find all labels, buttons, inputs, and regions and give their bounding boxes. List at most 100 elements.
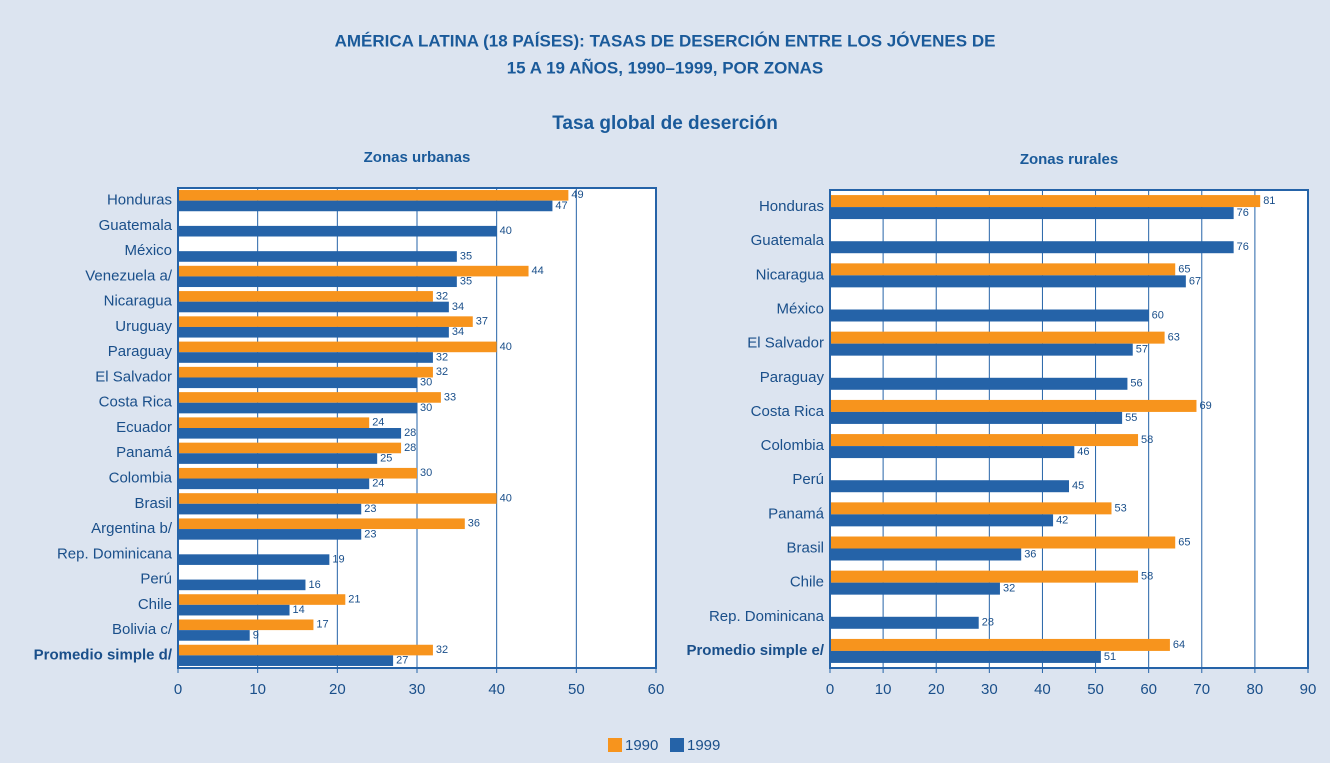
bar — [178, 529, 362, 540]
y-tick-label: El Salvador — [747, 335, 824, 352]
bar — [830, 309, 1149, 322]
value-label: 24 — [372, 478, 384, 490]
y-tick-label: Promedio simple e/ — [686, 642, 824, 659]
value-label: 56 — [1130, 378, 1142, 390]
x-tick-label: 60 — [648, 681, 665, 698]
x-tick-label: 0 — [174, 681, 182, 698]
y-tick-label: Nicaragua — [756, 266, 825, 283]
bar — [178, 493, 497, 504]
value-label: 51 — [1104, 651, 1116, 663]
value-label: 16 — [308, 579, 320, 591]
y-tick-label: México — [124, 242, 172, 259]
bar — [178, 251, 457, 262]
value-label: 35 — [460, 250, 472, 262]
bar — [178, 301, 449, 313]
value-label: 19 — [332, 554, 344, 566]
bar — [830, 638, 1170, 651]
bar — [178, 200, 553, 212]
value-label: 81 — [1263, 195, 1275, 207]
y-tick-label: Brasil — [134, 495, 172, 512]
value-label: 34 — [452, 326, 464, 338]
bar — [178, 265, 529, 277]
bar — [178, 619, 314, 631]
bar — [830, 616, 979, 629]
y-tick-label: Panamá — [768, 505, 825, 522]
bar — [830, 377, 1128, 390]
value-label: 23 — [364, 528, 376, 540]
bar — [830, 582, 1000, 595]
value-label: 69 — [1199, 400, 1211, 412]
y-tick-label: Honduras — [107, 192, 172, 209]
bar — [830, 446, 1075, 459]
value-label: 30 — [420, 377, 432, 389]
bar — [830, 548, 1022, 561]
value-label: 76 — [1237, 241, 1249, 253]
bar — [178, 402, 417, 414]
value-label: 55 — [1125, 412, 1137, 424]
bar — [830, 650, 1101, 663]
value-label: 63 — [1168, 332, 1180, 344]
value-label: 30 — [420, 467, 432, 479]
bar — [830, 275, 1186, 288]
bar — [830, 514, 1054, 527]
value-label: 65 — [1178, 263, 1190, 275]
y-tick-label: Argentina b/ — [91, 520, 173, 537]
value-label: 36 — [468, 518, 480, 530]
value-label: 40 — [500, 492, 512, 504]
bar — [178, 377, 417, 389]
x-tick-label: 30 — [981, 681, 998, 698]
y-tick-label: Uruguay — [115, 318, 172, 335]
value-label: 42 — [1056, 514, 1068, 526]
x-tick-label: 20 — [928, 681, 945, 698]
value-label: 45 — [1072, 480, 1084, 492]
y-tick-label: Colombia — [761, 437, 825, 454]
plot-frame — [829, 189, 1309, 669]
legend-swatch — [608, 738, 622, 752]
bar — [830, 570, 1139, 583]
bar — [830, 343, 1133, 356]
bar — [178, 644, 433, 656]
bar — [178, 442, 402, 454]
value-label: 64 — [1173, 639, 1185, 651]
bar — [178, 392, 441, 403]
value-label: 34 — [452, 301, 464, 313]
value-label: 60 — [1152, 309, 1164, 321]
bar — [178, 341, 497, 353]
value-label: 33 — [444, 391, 456, 403]
plot-area — [830, 190, 1308, 668]
value-label: 44 — [532, 265, 544, 277]
y-tick-label: Venezuela a/ — [85, 267, 173, 284]
bar — [178, 276, 457, 288]
x-tick-label: 70 — [1193, 681, 1210, 698]
value-label: 36 — [1024, 548, 1036, 560]
y-tick-label: Nicaragua — [104, 293, 173, 310]
bar — [178, 366, 433, 378]
y-tick-label: México — [776, 300, 824, 317]
y-tick-label: Colombia — [109, 469, 173, 486]
y-tick-label: Costa Rica — [751, 403, 825, 420]
bar — [178, 352, 433, 363]
y-tick-label: Costa Rica — [99, 394, 173, 411]
y-tick-label: Chile — [790, 574, 824, 591]
bar — [830, 195, 1261, 208]
y-tick-label: Perú — [140, 571, 172, 588]
y-tick-label: Guatemala — [99, 217, 173, 234]
chart-subtitle: Tasa global de deserción — [552, 113, 778, 134]
value-label: 25 — [380, 452, 392, 464]
y-tick-label: Bolivia c/ — [112, 621, 173, 638]
legend-label: 1990 — [625, 737, 658, 754]
value-label: 32 — [436, 366, 448, 378]
value-label: 23 — [364, 503, 376, 515]
value-label: 28 — [404, 427, 416, 439]
x-tick-label: 40 — [1034, 681, 1051, 698]
y-tick-label: Honduras — [759, 198, 824, 215]
bar — [830, 331, 1165, 344]
value-label: 9 — [253, 629, 259, 641]
value-label: 49 — [571, 189, 583, 201]
x-tick-label: 80 — [1247, 681, 1264, 698]
value-label: 14 — [293, 604, 305, 616]
bar — [178, 518, 465, 530]
chart-title: 15 A 19 AÑOS, 1990–1999, POR ZONAS — [507, 57, 824, 77]
panel-title: Zonas urbanas — [364, 149, 471, 166]
bar — [830, 241, 1234, 254]
